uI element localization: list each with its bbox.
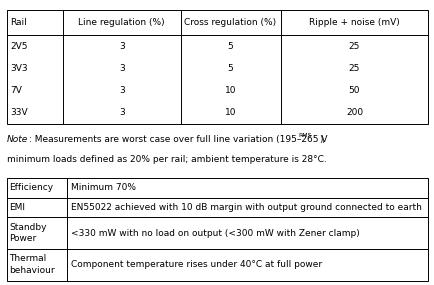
- Text: EN55022 achieved with 10 dB margin with output ground connected to earth: EN55022 achieved with 10 dB margin with …: [71, 203, 421, 212]
- Text: : Measurements are worst case over full line variation (195–265 V: : Measurements are worst case over full …: [29, 135, 327, 144]
- Text: Cross regulation (%): Cross regulation (%): [184, 18, 276, 27]
- Text: 7V: 7V: [10, 86, 22, 95]
- Text: Standby
Power: Standby Power: [10, 223, 47, 243]
- Text: Efficiency: Efficiency: [10, 183, 53, 192]
- Bar: [7, 10, 427, 124]
- Text: RMS: RMS: [297, 133, 311, 138]
- Text: Rail: Rail: [10, 18, 27, 27]
- Text: Thermal
behaviour: Thermal behaviour: [10, 255, 55, 275]
- Text: 3: 3: [118, 108, 125, 117]
- Text: ),: ),: [318, 135, 324, 144]
- Text: 5: 5: [227, 42, 233, 51]
- Bar: [7, 178, 427, 281]
- Text: Line regulation (%): Line regulation (%): [78, 18, 165, 27]
- Text: minimum loads defined as 20% per rail; ambient temperature is 28°C.: minimum loads defined as 20% per rail; a…: [7, 155, 326, 164]
- Text: Ripple + noise (mV): Ripple + noise (mV): [309, 18, 399, 27]
- Text: 5: 5: [227, 64, 233, 73]
- Text: Minimum 70%: Minimum 70%: [71, 183, 135, 192]
- Text: 25: 25: [348, 42, 359, 51]
- Text: 10: 10: [224, 86, 236, 95]
- Text: 25: 25: [348, 64, 359, 73]
- Text: 3: 3: [118, 42, 125, 51]
- Text: 3: 3: [118, 86, 125, 95]
- Text: EMI: EMI: [10, 203, 26, 212]
- Text: 3V3: 3V3: [10, 64, 28, 73]
- Text: 50: 50: [348, 86, 359, 95]
- Text: 200: 200: [345, 108, 362, 117]
- Text: 33V: 33V: [10, 108, 28, 117]
- Text: Note: Note: [7, 135, 28, 144]
- Text: 2V5: 2V5: [10, 42, 27, 51]
- Text: 10: 10: [224, 108, 236, 117]
- Text: Component temperature rises under 40°C at full power: Component temperature rises under 40°C a…: [71, 260, 321, 269]
- Text: <330 mW with no load on output (<300 mW with Zener clamp): <330 mW with no load on output (<300 mW …: [71, 229, 359, 237]
- Text: 3: 3: [118, 64, 125, 73]
